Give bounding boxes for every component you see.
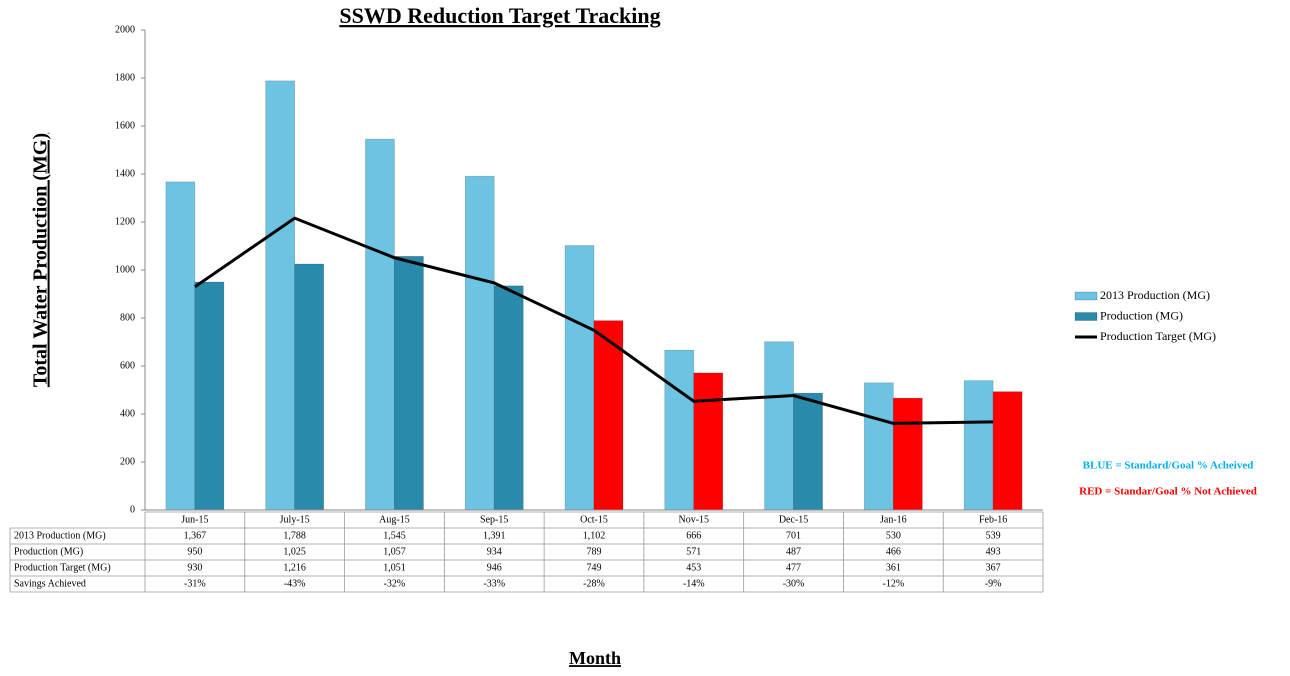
- chart-title: SSWD Reduction Target Tracking: [339, 3, 660, 28]
- table-cell: 934: [487, 546, 502, 557]
- legend-swatch: [1074, 291, 1098, 301]
- x-tick-label: Jun-15: [181, 514, 208, 525]
- y-axis-label: Total Water Production (MG): [30, 133, 52, 387]
- table-cell: 530: [886, 530, 901, 541]
- y-tick-label: 1000: [115, 264, 135, 275]
- table-cell: 1,102: [583, 530, 606, 541]
- table-cell: 1,367: [184, 530, 207, 541]
- target-line: [194, 216, 994, 425]
- table-cell: 749: [587, 562, 602, 573]
- y-tick-label: 1400: [115, 168, 135, 179]
- table-cell: 453: [686, 562, 701, 573]
- table-cell: -14%: [683, 578, 705, 589]
- legend-swatch: [1074, 312, 1098, 321]
- bar: [793, 392, 823, 511]
- x-tick-label: Nov-15: [678, 514, 709, 525]
- table-cell: -28%: [583, 578, 605, 589]
- table-cell: 1,391: [483, 530, 506, 541]
- table-cell: 1,545: [383, 530, 406, 541]
- bar: [165, 181, 196, 511]
- bar: [963, 380, 994, 511]
- bar: [464, 175, 495, 511]
- table-cell: -32%: [384, 578, 406, 589]
- table-row-name: Savings Achieved: [14, 578, 86, 589]
- table-cell: 1,051: [383, 562, 406, 573]
- table-cell: 789: [587, 546, 602, 557]
- y-tick-label: 1200: [115, 216, 135, 227]
- table-cell: 367: [986, 562, 1001, 573]
- table-cell: 701: [786, 530, 801, 541]
- table-cell: 1,025: [283, 546, 306, 557]
- annotation: BLUE = Standard/Goal % Acheived: [1083, 460, 1254, 472]
- x-tick-label: Jan-16: [880, 514, 907, 525]
- legend-label: Production (MG): [1100, 308, 1183, 322]
- bar: [992, 391, 1023, 511]
- x-tick-label: Feb-16: [979, 514, 1007, 525]
- y-tick-label: 0: [130, 504, 135, 515]
- table-row-name: 2013 Production (MG): [14, 530, 106, 541]
- table-cell: 487: [786, 546, 801, 557]
- table-cell: -33%: [483, 578, 505, 589]
- bar: [593, 320, 624, 511]
- x-tick-label: Dec-15: [779, 514, 808, 525]
- table-cell: -9%: [985, 578, 1002, 589]
- bar: [664, 349, 695, 511]
- y-tick-label: 400: [120, 408, 135, 419]
- bar: [864, 382, 894, 511]
- bar: [294, 263, 324, 511]
- table-cell: -31%: [184, 578, 206, 589]
- x-tick-label: Aug-15: [379, 514, 410, 525]
- table-cell: -43%: [284, 578, 306, 589]
- y-tick-label: 800: [120, 312, 135, 323]
- bar: [365, 138, 395, 511]
- table-row-name: Production Target (MG): [14, 562, 111, 573]
- bar: [564, 245, 595, 511]
- bar: [265, 80, 295, 511]
- bar: [693, 372, 724, 511]
- table-cell: 361: [886, 562, 901, 573]
- table-cell: 1,788: [283, 530, 306, 541]
- annotation: RED = Standar/Goal % Not Achieved: [1079, 486, 1257, 498]
- table-cell: 466: [886, 546, 901, 557]
- bar: [493, 285, 524, 511]
- x-tick-label: Oct-15: [580, 514, 608, 525]
- table-cell: 539: [986, 530, 1001, 541]
- bar: [893, 397, 923, 511]
- table-row-name: Production (MG): [14, 546, 83, 557]
- x-tick-label: July-15: [280, 514, 310, 525]
- table-cell: -30%: [783, 578, 805, 589]
- table-cell: -12%: [882, 578, 904, 589]
- y-tick-label: 2000: [115, 24, 135, 35]
- table-cell: 666: [686, 530, 701, 541]
- y-tick-label: 1600: [115, 120, 135, 131]
- table-cell: 571: [686, 546, 701, 557]
- table-cell: 946: [487, 562, 502, 573]
- table-cell: 477: [786, 562, 801, 573]
- legend-label: 2013 Production (MG): [1100, 288, 1210, 302]
- y-tick-label: 1800: [115, 72, 135, 83]
- table-cell: 1,057: [383, 546, 406, 557]
- table-cell: 493: [986, 546, 1001, 557]
- table-cell: 950: [187, 546, 202, 557]
- bar: [764, 341, 794, 511]
- legend-label: Production Target (MG): [1100, 329, 1216, 343]
- table-cell: 1,216: [283, 562, 306, 573]
- table-cell: 930: [187, 562, 202, 573]
- bar: [194, 281, 225, 511]
- bar: [394, 256, 424, 511]
- y-tick-label: 200: [120, 456, 135, 467]
- x-tick-label: Sep-15: [480, 514, 508, 525]
- x-axis-label: Month: [569, 648, 621, 668]
- y-tick-label: 600: [120, 360, 135, 371]
